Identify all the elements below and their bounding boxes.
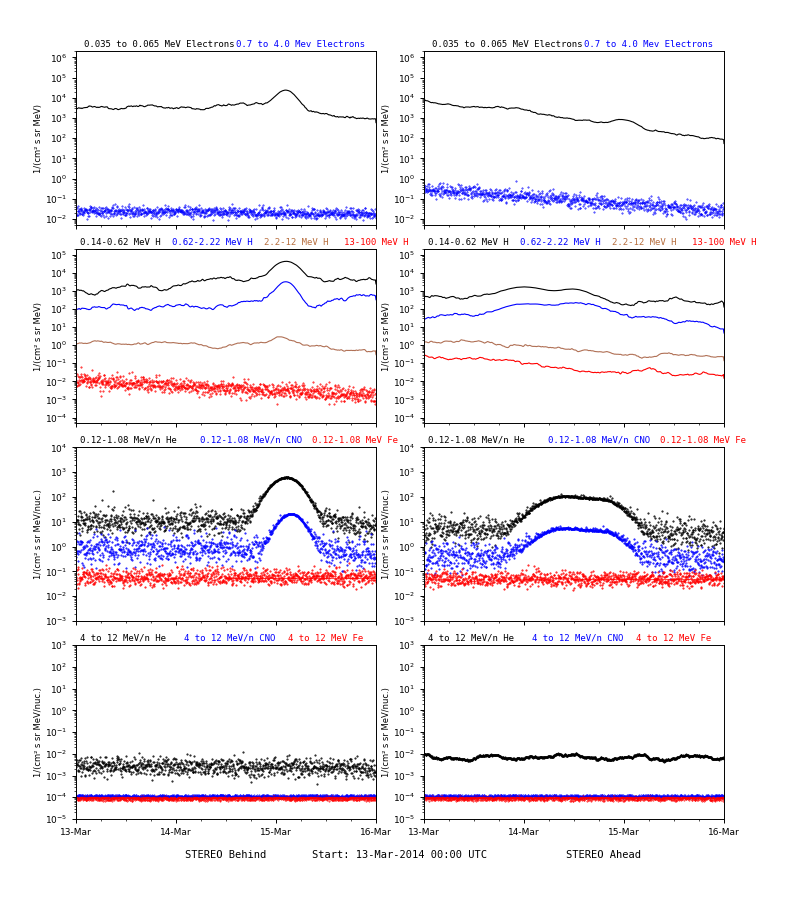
Text: 0.12-1.08 MeV/n CNO: 0.12-1.08 MeV/n CNO [548, 436, 650, 445]
Y-axis label: 1/(cm² s sr MeV): 1/(cm² s sr MeV) [382, 302, 391, 371]
Text: 4 to 12 MeV/n He: 4 to 12 MeV/n He [428, 634, 514, 643]
Y-axis label: 1/(cm² s sr MeV/nuc.): 1/(cm² s sr MeV/nuc.) [382, 490, 391, 579]
Text: STEREO Ahead: STEREO Ahead [566, 850, 642, 860]
Y-axis label: 1/(cm² s sr MeV): 1/(cm² s sr MeV) [34, 302, 43, 371]
Text: 0.62-2.22 MeV H: 0.62-2.22 MeV H [172, 238, 253, 247]
Text: 13-100 MeV H: 13-100 MeV H [692, 238, 757, 247]
Text: 0.12-1.08 MeV Fe: 0.12-1.08 MeV Fe [312, 436, 398, 445]
Y-axis label: 1/(cm² s sr MeV/nuc.): 1/(cm² s sr MeV/nuc.) [34, 490, 43, 579]
Y-axis label: 1/(cm² s sr MeV): 1/(cm² s sr MeV) [382, 104, 391, 173]
Text: 0.7 to 4.0 Mev Electrons: 0.7 to 4.0 Mev Electrons [236, 40, 365, 49]
Text: 0.035 to 0.065 MeV Electrons: 0.035 to 0.065 MeV Electrons [432, 40, 582, 49]
Text: 4 to 12 MeV/n CNO: 4 to 12 MeV/n CNO [532, 634, 623, 643]
Text: 13-100 MeV H: 13-100 MeV H [344, 238, 409, 247]
Text: 0.62-2.22 MeV H: 0.62-2.22 MeV H [520, 238, 601, 247]
Text: 4 to 12 MeV/n He: 4 to 12 MeV/n He [80, 634, 166, 643]
Text: 0.12-1.08 MeV/n He: 0.12-1.08 MeV/n He [80, 436, 177, 445]
Text: Start: 13-Mar-2014 00:00 UTC: Start: 13-Mar-2014 00:00 UTC [313, 850, 487, 860]
Text: 4 to 12 MeV Fe: 4 to 12 MeV Fe [288, 634, 363, 643]
Text: 0.14-0.62 MeV H: 0.14-0.62 MeV H [428, 238, 509, 247]
Text: STEREO Behind: STEREO Behind [186, 850, 266, 860]
Text: 2.2-12 MeV H: 2.2-12 MeV H [264, 238, 329, 247]
Text: 0.7 to 4.0 Mev Electrons: 0.7 to 4.0 Mev Electrons [584, 40, 713, 49]
Y-axis label: 1/(cm² s sr MeV): 1/(cm² s sr MeV) [34, 104, 43, 173]
Text: 2.2-12 MeV H: 2.2-12 MeV H [612, 238, 677, 247]
Text: 0.035 to 0.065 MeV Electrons: 0.035 to 0.065 MeV Electrons [84, 40, 234, 49]
Text: 0.14-0.62 MeV H: 0.14-0.62 MeV H [80, 238, 161, 247]
Y-axis label: 1/(cm² s sr MeV/nuc.): 1/(cm² s sr MeV/nuc.) [34, 688, 43, 777]
Text: 0.12-1.08 MeV/n CNO: 0.12-1.08 MeV/n CNO [200, 436, 302, 445]
Text: 4 to 12 MeV Fe: 4 to 12 MeV Fe [636, 634, 711, 643]
Text: 0.12-1.08 MeV/n He: 0.12-1.08 MeV/n He [428, 436, 525, 445]
Text: 0.12-1.08 MeV Fe: 0.12-1.08 MeV Fe [660, 436, 746, 445]
Y-axis label: 1/(cm² s sr MeV/nuc.): 1/(cm² s sr MeV/nuc.) [382, 688, 391, 777]
Text: 4 to 12 MeV/n CNO: 4 to 12 MeV/n CNO [184, 634, 275, 643]
